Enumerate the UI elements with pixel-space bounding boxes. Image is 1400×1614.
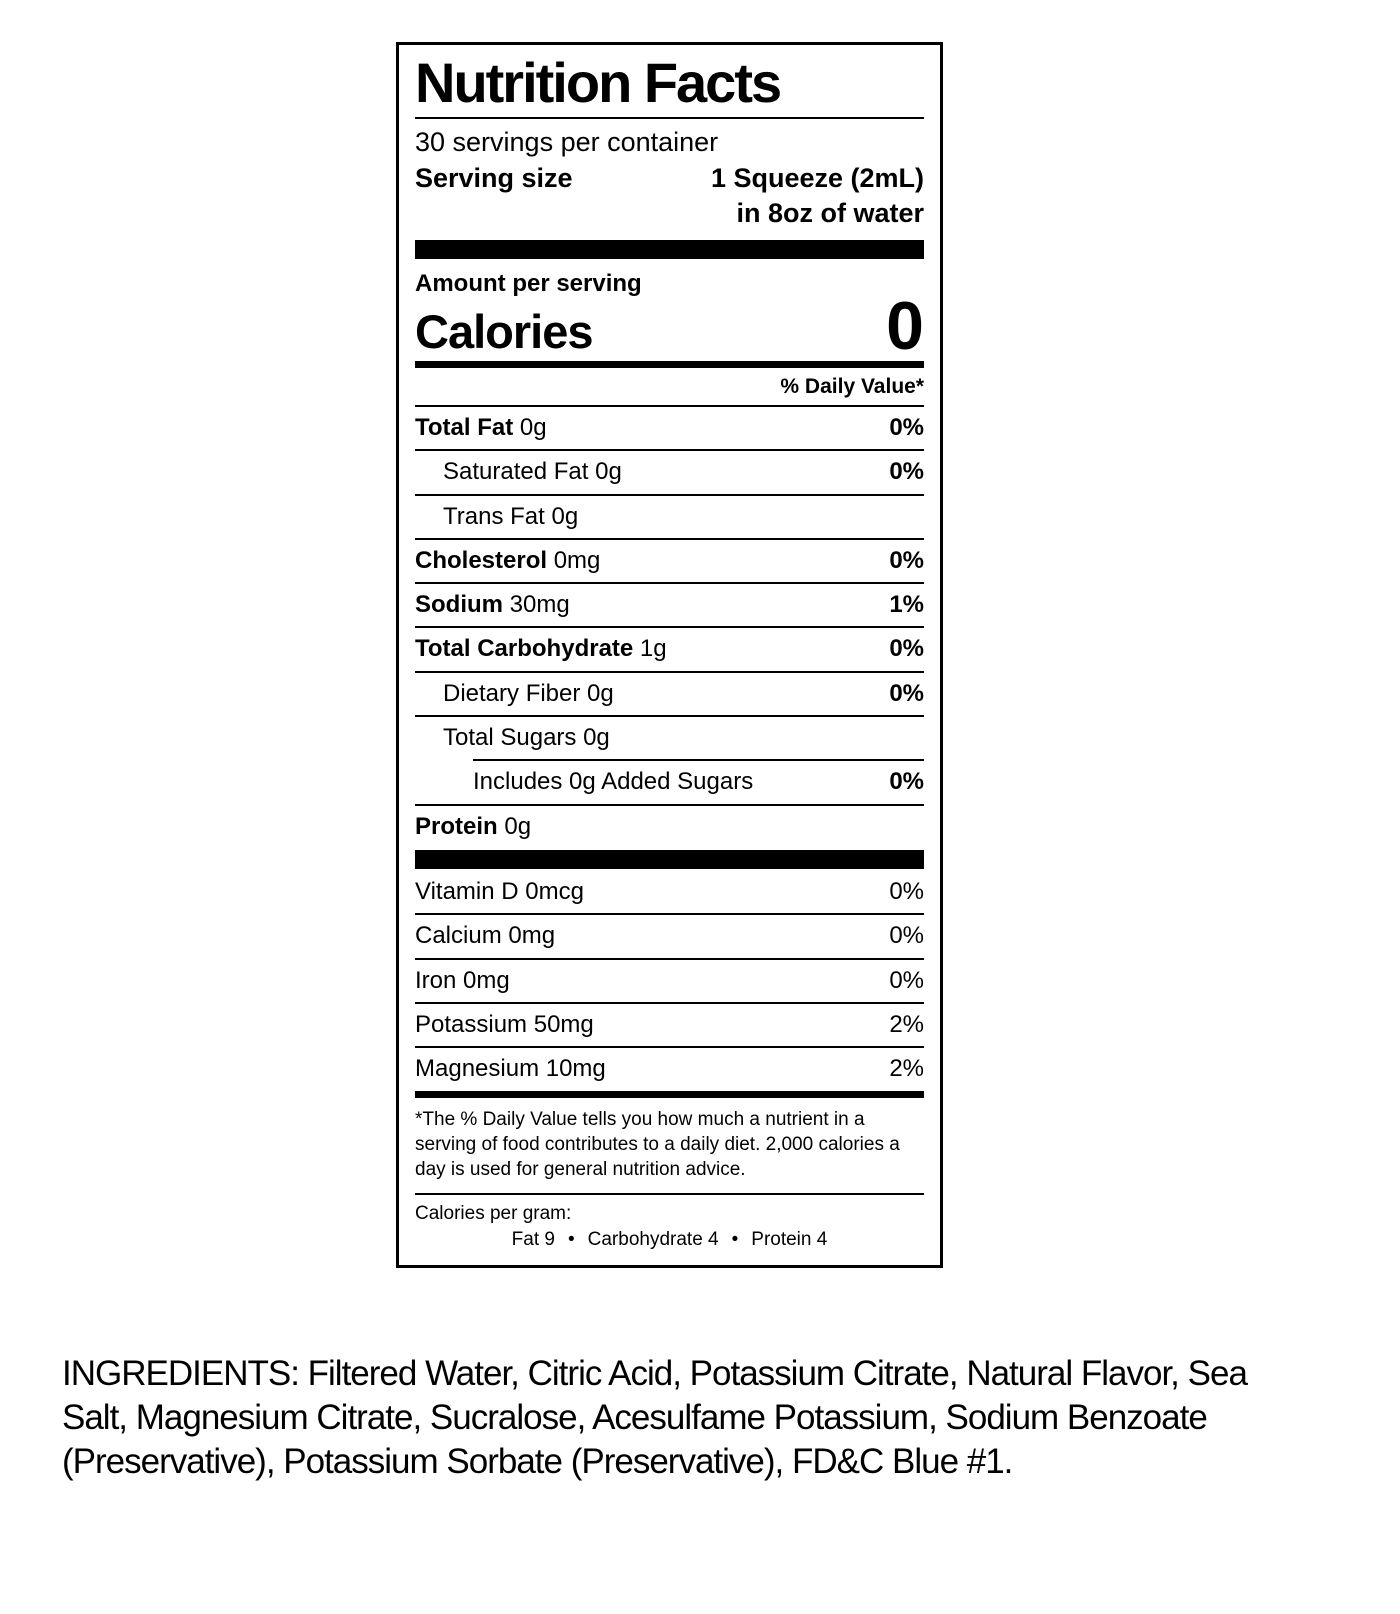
nutrient-dv: 0% <box>889 966 924 994</box>
nutrient-row-total-carbohydrate: Total Carbohydrate 1g 0% <box>415 626 924 670</box>
nutrient-dv: 2% <box>889 1010 924 1038</box>
nutrient-name: Dietary Fiber <box>443 679 581 707</box>
bullet-separator: • <box>731 1229 739 1251</box>
bullet-separator: • <box>567 1229 575 1251</box>
calories-label: Calories <box>415 304 593 358</box>
divider-medium-bar <box>415 1090 924 1098</box>
nutrient-name: Calcium <box>415 922 502 950</box>
calories-value: 0 <box>886 288 924 365</box>
nutrient-name: Total Carbohydrate <box>415 635 634 663</box>
calories-per-gram-values: Fat 9 • Carbohydrate 4 • Protein 4 <box>415 1227 924 1253</box>
nutrient-name: Vitamin D <box>415 878 519 906</box>
fat-per-gram: Fat 9 <box>511 1229 555 1251</box>
nutrient-name: Includes 0g Added Sugars <box>473 768 754 796</box>
nutrient-dv: 2% <box>889 1055 924 1083</box>
serving-size-value: 1 Squeeze (2mL) <box>710 162 924 193</box>
nutrient-row-total-fat: Total Fat 0g 0% <box>415 407 924 449</box>
nutrient-dv: 0% <box>889 546 924 574</box>
nutrient-amount: 0g <box>551 502 579 530</box>
daily-value-footnote: *The % Daily Value tells you how much a … <box>415 1098 924 1196</box>
nutrient-row-cholesterol: Cholesterol 0mg 0% <box>415 537 924 582</box>
nutrition-facts-title: Nutrition Facts <box>415 52 924 120</box>
nutrient-amount: 0g <box>587 679 614 707</box>
nutrient-row-protein: Protein 0g <box>415 803 924 848</box>
nutrient-amount: 0g <box>583 724 610 752</box>
calories-row: Calories 0 <box>415 288 924 365</box>
divider-thick-bar <box>415 239 924 259</box>
nutrient-amount: 0mg <box>508 922 556 950</box>
serving-size-row: Serving size 1 Squeeze (2mL) <box>415 161 924 196</box>
nutrient-name: Total Fat <box>415 413 514 441</box>
nutrient-row-dietary-fiber: Dietary Fiber 0g 0% <box>415 670 924 715</box>
nutrient-dv: 0% <box>889 635 924 663</box>
nutrient-row-total-sugars: Total Sugars 0g <box>415 715 924 759</box>
nutrient-name: Magnesium <box>415 1055 540 1083</box>
nutrient-row-added-sugars: Includes 0g Added Sugars 0% <box>473 759 924 803</box>
nutrient-dv: 0% <box>889 413 924 441</box>
nutrient-amount: 0g <box>595 458 622 486</box>
nutrient-name: Total Sugars <box>443 724 577 752</box>
micronutrient-row-iron: Iron 0mg 0% <box>415 957 924 1002</box>
micronutrient-row-calcium: Calcium 0mg 0% <box>415 913 924 957</box>
nutrient-amount: 0g <box>519 413 547 441</box>
amount-per-serving-label: Amount per serving <box>415 269 642 297</box>
micronutrient-row-magnesium: Magnesium 10mg 2% <box>415 1046 924 1090</box>
nutrient-amount: 0mcg <box>525 878 584 906</box>
serving-size-value-line2: in 8oz of water <box>736 197 924 228</box>
nutrient-amount: 50mg <box>533 1010 594 1038</box>
nutrition-facts-panel: Nutrition Facts 30 servings per containe… <box>396 42 943 1268</box>
micronutrient-row-potassium: Potassium 50mg 2% <box>415 1001 924 1046</box>
nutrient-amount: 10mg <box>545 1055 606 1083</box>
serving-size-label: Serving size <box>415 162 573 193</box>
nutrient-row-saturated-fat: Saturated Fat 0g 0% <box>415 449 924 493</box>
nutrient-name: Potassium <box>415 1010 528 1038</box>
nutrient-name: Cholesterol <box>415 546 548 574</box>
nutrient-dv: 0% <box>889 878 924 906</box>
nutrient-row-trans-fat: Trans Fat 0g <box>415 493 924 538</box>
nutrient-dv: 0% <box>889 768 924 796</box>
nutrient-dv: 0% <box>889 458 924 486</box>
divider-medium-bar <box>415 360 924 368</box>
carbohydrate-per-gram: Carbohydrate 4 <box>587 1229 719 1251</box>
nutrient-name: Sodium <box>415 591 503 619</box>
nutrient-dv: 0% <box>889 922 924 950</box>
nutrient-amount: 0mg <box>553 546 601 574</box>
nutrient-name: Protein <box>415 812 498 840</box>
nutrient-name: Trans Fat <box>443 502 545 530</box>
nutrient-row-sodium: Sodium 30mg 1% <box>415 582 924 626</box>
calories-per-gram-label: Calories per gram: <box>415 1203 572 1225</box>
calories-per-gram-section: Calories per gram: Fat 9 • Carbohydrate 4 •… <box>415 1195 924 1252</box>
divider-thick-bar <box>415 850 924 870</box>
nutrient-amount: 30mg <box>509 591 570 619</box>
nutrient-name: Iron <box>415 966 457 994</box>
ingredients-paragraph: INGREDIENTS: Filtered Water, Citric Acid… <box>62 1354 1248 1482</box>
nutrient-dv: 0% <box>889 679 924 707</box>
micronutrient-row-vitamin-d: Vitamin D 0mcg 0% <box>415 871 924 913</box>
servings-per-container: 30 servings per container <box>415 127 719 158</box>
nutrient-name: Saturated Fat <box>443 458 589 486</box>
daily-value-header: % Daily Value* <box>415 368 924 407</box>
protein-per-gram: Protein 4 <box>751 1229 828 1251</box>
nutrient-amount: 1g <box>639 635 667 663</box>
nutrient-amount: 0mg <box>463 966 510 994</box>
nutrient-amount: 0g <box>504 812 532 840</box>
nutrient-dv: 1% <box>889 591 924 619</box>
